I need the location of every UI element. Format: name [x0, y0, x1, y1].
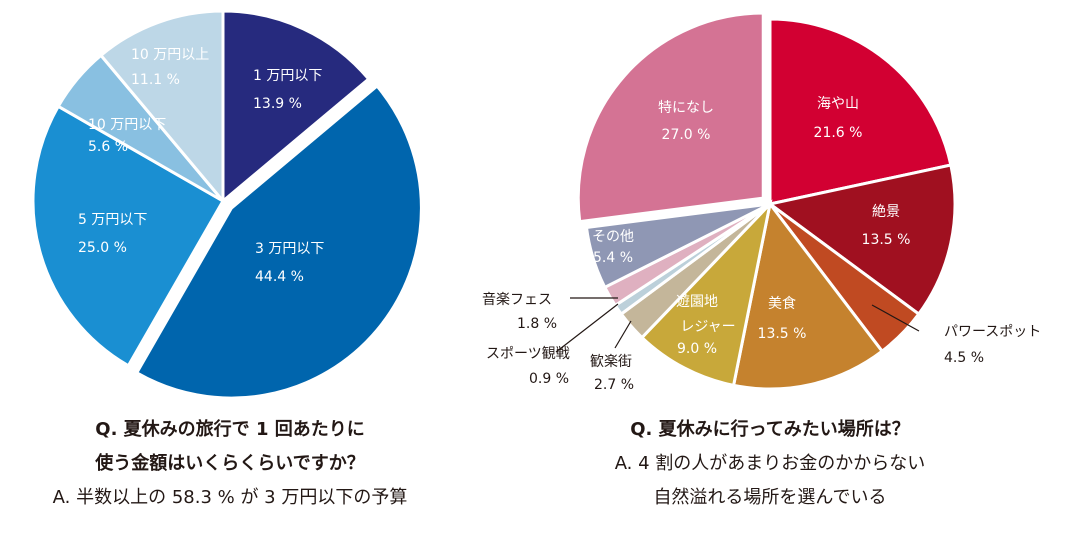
- leader-line: [871, 304, 920, 332]
- destination-caption: Q. 夏休みに行ってみたい場所は？ A. 4 割の人があまりお金のかからない 自…: [560, 413, 980, 515]
- spending-slice: [134, 83, 423, 400]
- spending-value: 5.6 %: [88, 139, 128, 155]
- spending-label: 1 万円以下: [253, 68, 322, 84]
- spending-value: 13.9 %: [253, 96, 302, 112]
- destination-slice: [584, 202, 771, 290]
- destination-label: 海や山: [817, 96, 859, 112]
- destination-value: 1.8 %: [517, 316, 557, 332]
- spending-caption: Q. 夏休みの旅行で 1 回あたりに 使う金額はいくらくらいですか？ A. 半数…: [28, 413, 432, 515]
- destination-answer-line2: 自然溢れる場所を選んでいる: [653, 487, 887, 508]
- destination-label: その他: [592, 229, 634, 245]
- destination-label: 遊園地: [676, 294, 718, 310]
- destination-label: 美食: [768, 295, 796, 312]
- spending-label: 10 万円以上: [131, 47, 209, 63]
- destination-label: 特になし: [658, 100, 714, 116]
- spending-slice: [98, 9, 225, 206]
- destination-slice: [766, 163, 957, 317]
- destination-value: 21.6 %: [814, 125, 863, 141]
- destination-value: 27.0 %: [662, 127, 711, 143]
- destination-label: レジャー: [680, 319, 735, 335]
- spending-value: 11.1 %: [131, 72, 180, 88]
- destination-value: 0.9 %: [529, 371, 569, 387]
- spending-slice: [221, 9, 371, 205]
- destination-pie-chart: 海や山 21.6 % 絶景 13.5 % 美食 13.5 % その他 5.4 % 特になし 27.…: [482, 11, 1041, 393]
- destination-slice: [639, 199, 773, 388]
- destination-label: スポーツ観戦: [486, 345, 570, 362]
- spending-question-line1: Q. 夏休みの旅行で 1 回あたりに: [95, 419, 365, 440]
- destination-value: 2.7 %: [594, 377, 634, 393]
- spending-label: 10 万円以下: [88, 117, 166, 133]
- leader-line: [614, 320, 632, 349]
- destination-value: 5.4 %: [593, 250, 633, 266]
- spending-value: 25.0 %: [78, 240, 127, 256]
- destination-label: パワースポット: [944, 324, 1041, 340]
- spending-value: 44.4 %: [255, 269, 304, 285]
- destination-label: 歓楽街: [590, 353, 632, 370]
- destination-value: 13.5 %: [758, 326, 807, 342]
- destination-question: Q. 夏休みに行ってみたい場所は？: [630, 419, 910, 440]
- spending-question-line2: 使う金額はいくらくらいですか？: [95, 453, 365, 474]
- destination-value: 9.0 %: [677, 341, 717, 357]
- spending-label: 5 万円以下: [78, 212, 147, 228]
- leader-line: [555, 303, 619, 353]
- spending-slice: [31, 104, 226, 368]
- destination-value: 13.5 %: [862, 232, 911, 248]
- destination-slice: [731, 200, 885, 391]
- spending-answer: A. 半数以上の 58.3 % が 3 万円以下の予算: [52, 487, 408, 508]
- destination-label: 音楽フェス: [482, 291, 552, 308]
- destination-label: 絶景: [872, 204, 900, 220]
- destination-value: 4.5 %: [944, 350, 984, 366]
- spending-label: 3 万円以下: [255, 241, 324, 257]
- destination-answer-line1: A. 4 割の人があまりお金のかからない: [614, 453, 926, 474]
- destination-slice: [768, 17, 953, 206]
- destination-slice: [576, 11, 765, 224]
- spending-pie-chart: 1 万円以下 13.9 % 3 万円以下 44.4 % 5 万円以下 25.0 % 10 万…: [31, 9, 423, 400]
